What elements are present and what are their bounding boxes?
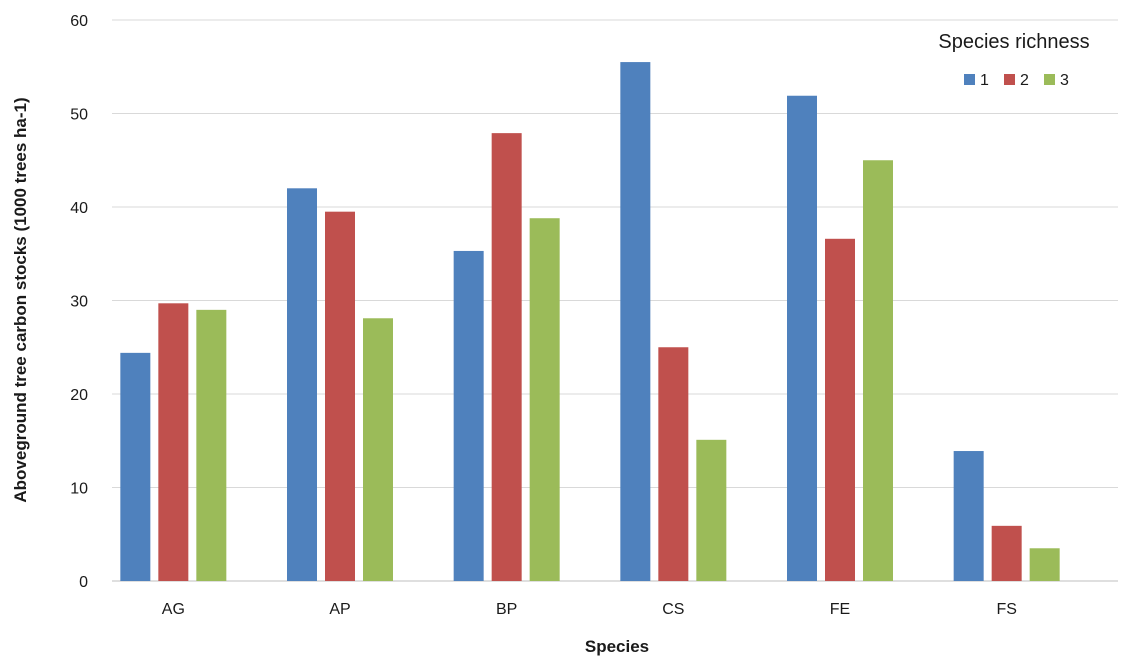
x-tick-label: FE — [830, 601, 850, 618]
bar-fs-series-1 — [953, 451, 984, 581]
bar-fe-series-2 — [825, 238, 855, 582]
gridlines — [112, 19, 1118, 582]
x-tick-label: AG — [162, 601, 185, 618]
legend-title: Species richness — [938, 31, 1089, 53]
bar-cs-series-2 — [658, 347, 689, 581]
x-tick-label: AP — [329, 601, 350, 618]
y-tick-label: 10 — [70, 481, 88, 498]
legend-items: 1 2 3 — [964, 72, 1069, 89]
bar-bp-series-1 — [453, 250, 484, 581]
bar-cs-series-3 — [696, 439, 727, 581]
bar-ag-series-1 — [120, 352, 151, 581]
bar-cs-series-1 — [620, 62, 651, 581]
y-tick-label: 60 — [70, 13, 88, 30]
bar-ap-series-1 — [287, 188, 317, 582]
y-axis-ticks: 0 10 20 30 40 50 60 — [70, 13, 88, 591]
y-axis-title: Aboveground tree carbon stocks (1000 tre… — [11, 97, 30, 502]
bar-fs-series-3 — [1029, 548, 1060, 581]
y-tick-label: 20 — [70, 387, 88, 404]
bar-bp-series-3 — [529, 218, 560, 581]
legend: Species richness 1 2 3 — [938, 31, 1089, 89]
y-tick-label: 0 — [79, 574, 88, 591]
legend-label-1: 1 — [980, 72, 989, 89]
legend-swatch-1 — [964, 74, 975, 85]
x-axis-ticks: AG AP BP CS FE FS — [162, 601, 1017, 618]
bar-bp-series-2 — [491, 133, 522, 581]
y-tick-label: 50 — [70, 107, 88, 124]
bar-ag-series-3 — [196, 309, 227, 581]
bar-fe-series-3 — [863, 160, 893, 581]
bar-ag-series-2 — [158, 303, 189, 581]
bars — [120, 62, 1060, 582]
bar-fs-series-2 — [991, 525, 1022, 581]
bar-fe-series-1 — [787, 95, 817, 582]
x-tick-label: FS — [996, 601, 1016, 618]
y-tick-label: 30 — [70, 294, 88, 311]
legend-swatch-3 — [1044, 74, 1055, 85]
legend-label-3: 3 — [1060, 72, 1069, 89]
x-tick-label: CS — [662, 601, 684, 618]
x-tick-label: BP — [496, 601, 517, 618]
bar-ap-series-3 — [363, 318, 393, 581]
legend-label-2: 2 — [1020, 72, 1029, 89]
legend-swatch-2 — [1004, 74, 1015, 85]
bar-ap-series-2 — [325, 211, 355, 582]
x-axis-title: Species — [585, 637, 649, 656]
y-tick-label: 40 — [70, 200, 88, 217]
